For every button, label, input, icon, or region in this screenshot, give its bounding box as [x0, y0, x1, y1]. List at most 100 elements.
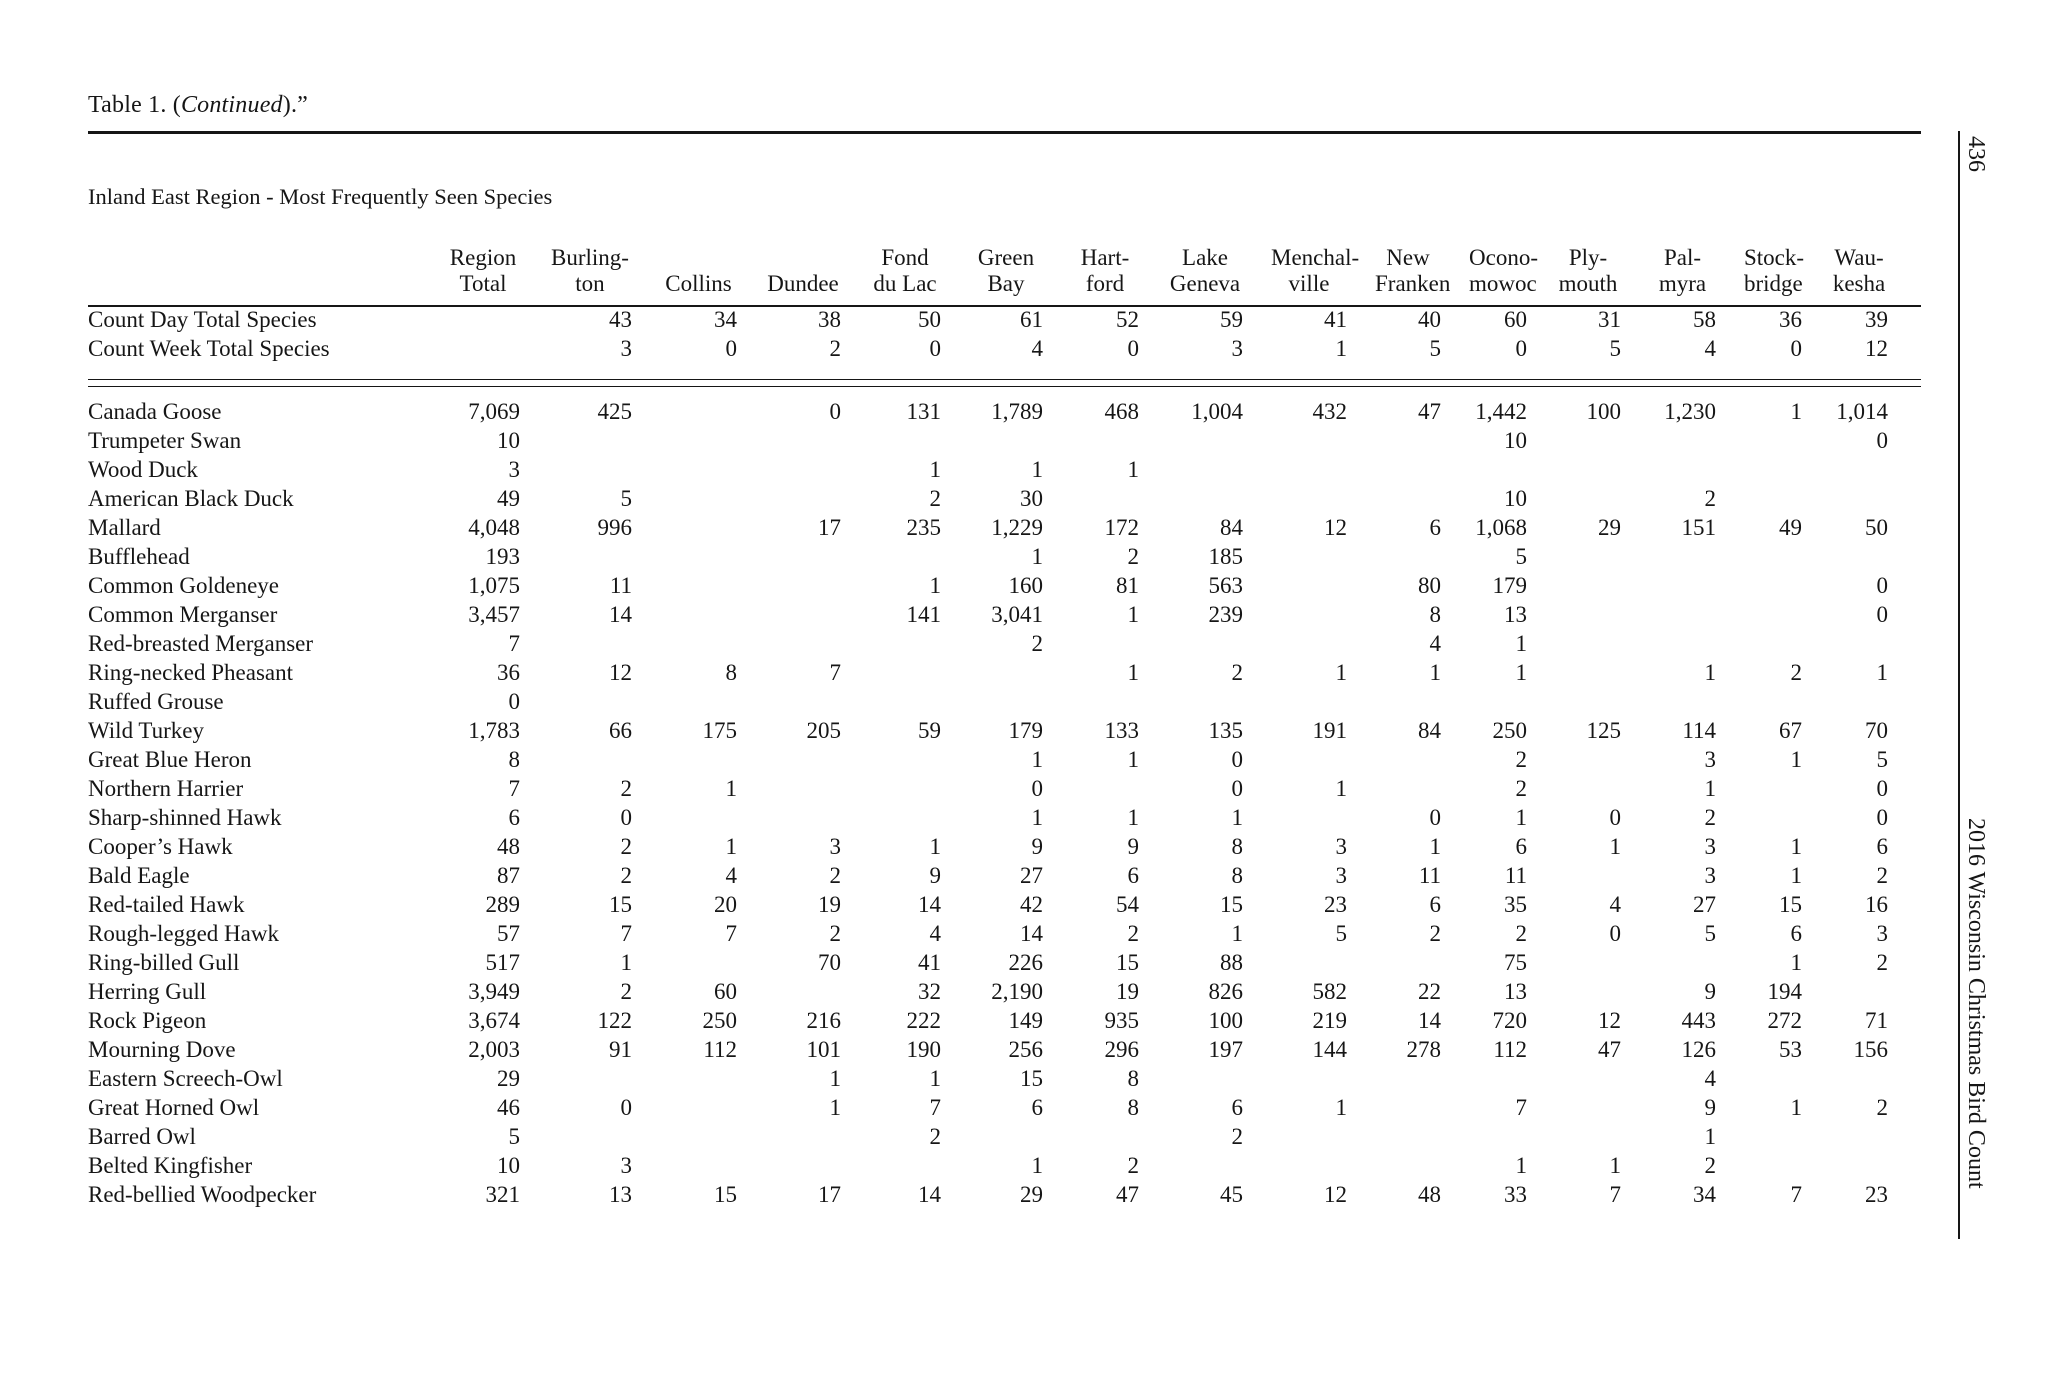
count-cell: 100 — [1586, 398, 1622, 424]
count-cell — [1243, 571, 1347, 600]
count-cell: 23 — [1324, 891, 1347, 917]
count-cell: 2 — [620, 775, 633, 801]
count-cell — [632, 1122, 737, 1151]
count-cell: 197 — [1208, 1036, 1244, 1062]
count-cell: 141 — [906, 601, 942, 627]
count-cell — [1621, 571, 1716, 600]
count-cell — [520, 426, 632, 455]
species-name: Trumpeter Swan — [88, 427, 242, 453]
table-title: Table 1. (Continued).” — [88, 92, 308, 119]
species-row: Cooper’s Hawk 48 2 1 3 1 9 — [88, 832, 1888, 861]
location-column-header: New Franken — [1347, 232, 1450, 305]
species-row: Ruffed Grouse 0 — [88, 687, 1888, 716]
count-cell: 175 — [702, 717, 738, 743]
column-header-line2: Total — [459, 271, 507, 296]
species-name: Herring Gull — [88, 978, 207, 1004]
count-cell: 1 — [829, 1094, 842, 1120]
count-cell — [841, 629, 941, 658]
count-cell: 66 — [609, 717, 632, 743]
count-cell — [737, 687, 841, 716]
count-cell: 32 — [918, 978, 941, 1004]
count-cell: 0 — [1429, 804, 1442, 830]
species-row: Mourning Dove 2,003 91 112 101 190 — [88, 1035, 1888, 1064]
count-cell — [1139, 1151, 1243, 1180]
count-cell: 16 — [1865, 891, 1888, 917]
count-cell — [1347, 1093, 1441, 1122]
species-row: Wood Duck 3 1 1 — [88, 455, 1888, 484]
count-cell — [1347, 426, 1441, 455]
count-cell — [1043, 629, 1139, 658]
count-cell: 179 — [1492, 572, 1528, 598]
running-head: 2016 Wisconsin Christmas Bird Count — [1963, 818, 1989, 1189]
species-row: Belted Kingfisher 10 3 1 — [88, 1151, 1888, 1180]
page-number: 436 — [1963, 136, 1989, 172]
count-cell: 91 — [609, 1036, 632, 1062]
count-cell: 13 — [1504, 978, 1527, 1004]
count-cell: 1 — [1031, 746, 1044, 772]
species-name: Rock Pigeon — [88, 1007, 207, 1033]
count-cell: 75 — [1504, 949, 1527, 975]
count-cell: 60 — [1504, 306, 1527, 332]
species-row: Barred Owl 5 2 — [88, 1122, 1888, 1151]
count-cell: 425 — [597, 398, 633, 424]
count-cell: 6 — [1429, 891, 1442, 917]
count-cell: 20 — [714, 891, 737, 917]
count-cell — [841, 426, 941, 455]
count-cell — [520, 687, 632, 716]
count-cell: 1 — [1335, 335, 1348, 361]
column-header-line2: ford — [1085, 271, 1125, 296]
species-name: Ring-necked Pheasant — [88, 659, 294, 685]
count-cell: 1 — [1429, 659, 1442, 685]
count-cell: 12 — [1598, 1007, 1621, 1033]
count-cell — [1043, 426, 1139, 455]
count-cell — [1527, 629, 1621, 658]
count-cell — [632, 513, 737, 542]
species-row: Ring-necked Pheasant 36 12 8 7 — [88, 658, 1888, 687]
count-cell: 2 — [1429, 920, 1442, 946]
column-header-line1: Pal- — [1663, 245, 1702, 270]
count-cell — [841, 687, 941, 716]
count-cell — [1716, 542, 1802, 571]
summary-row-label: Count Day Total Species — [88, 306, 317, 332]
species-name: Barred Owl — [88, 1123, 196, 1149]
count-cell: 1 — [1704, 1123, 1717, 1149]
count-cell: 289 — [485, 891, 521, 917]
count-cell: 47 — [1418, 398, 1441, 424]
count-cell: 1 — [929, 1065, 942, 1091]
count-cell: 39 — [1865, 306, 1888, 332]
count-cell: 8 — [1127, 1065, 1140, 1091]
count-cell: 5 — [508, 1123, 521, 1149]
species-name: Rough-legged Hawk — [88, 920, 279, 946]
count-cell: 2 — [1515, 775, 1528, 801]
species-row: Rock Pigeon 3,674 122 250 216 222 — [88, 1006, 1888, 1035]
count-cell: 2 — [1127, 543, 1140, 569]
count-cell: 190 — [906, 1036, 942, 1062]
count-cell: 11 — [1418, 862, 1441, 888]
count-cell: 1 — [1515, 1152, 1528, 1178]
count-cell: 114 — [1682, 717, 1716, 743]
count-cell: 2 — [1876, 949, 1889, 975]
count-cell — [1527, 687, 1621, 716]
count-cell — [1347, 1151, 1441, 1180]
count-cell — [941, 658, 1043, 687]
count-cell: 133 — [1104, 717, 1140, 743]
species-row: Canada Goose 7,069 425 0 131 — [88, 397, 1888, 426]
count-cell — [1802, 1122, 1888, 1151]
species-row: Red-breasted Merganser 7 — [88, 629, 1888, 658]
count-cell: 1 — [1429, 833, 1442, 859]
location-column-header: Menchal- ville — [1243, 232, 1359, 305]
count-cell: 2 — [829, 335, 842, 361]
count-cell — [1243, 484, 1347, 513]
count-cell — [1043, 484, 1139, 513]
count-cell: 2 — [620, 862, 633, 888]
count-cell: 2 — [620, 833, 633, 859]
count-cell: 10 — [1504, 427, 1527, 453]
count-cell: 0 — [1790, 335, 1803, 361]
count-cell: 256 — [1008, 1036, 1044, 1062]
count-cell: 9 — [1127, 833, 1140, 859]
count-cell: 2 — [1704, 804, 1717, 830]
summary-row: Count Week Total Species 3 0 2 0 — [88, 334, 1888, 363]
count-cell: 2 — [1515, 746, 1528, 772]
count-cell: 9 — [929, 862, 942, 888]
count-cell: 0 — [1609, 920, 1622, 946]
